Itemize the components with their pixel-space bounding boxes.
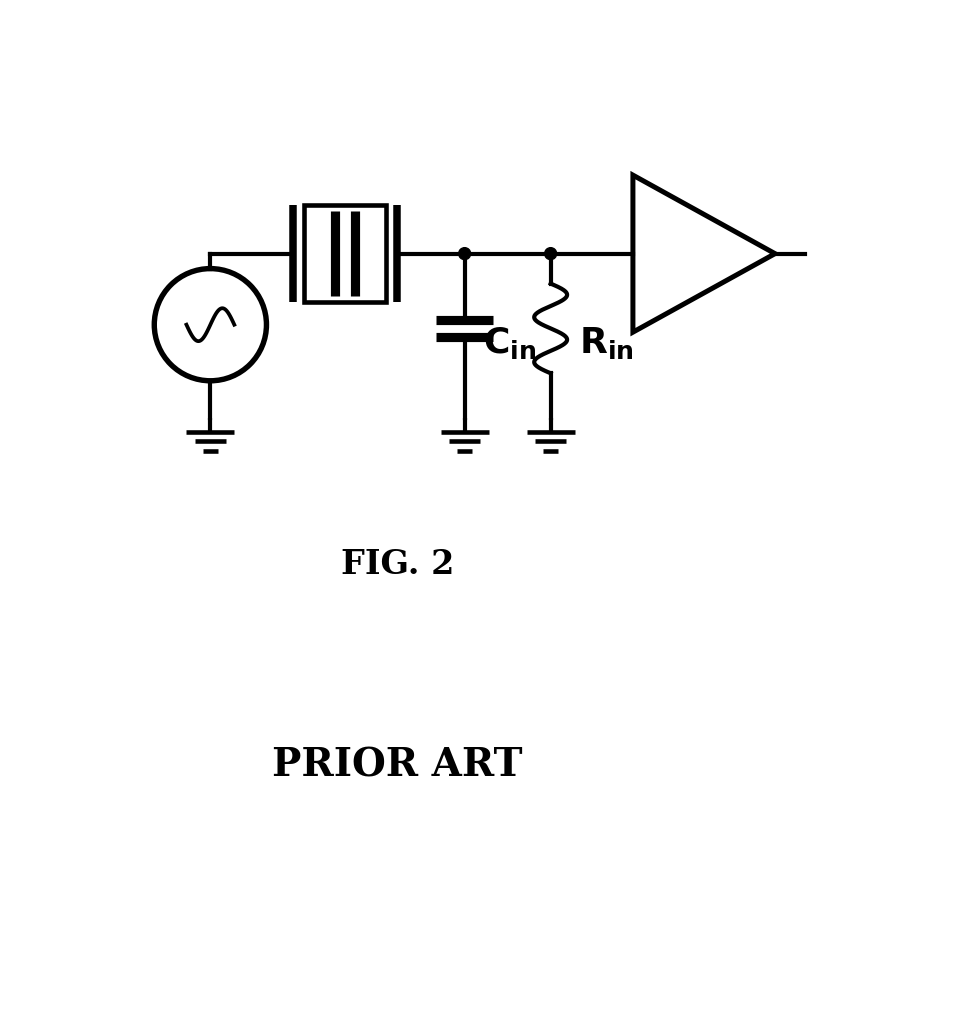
Circle shape: [458, 248, 471, 260]
Text: PRIOR ART: PRIOR ART: [272, 747, 523, 785]
Text: $\mathbf{R}_{\mathbf{in}}$: $\mathbf{R}_{\mathbf{in}}$: [579, 326, 634, 362]
Circle shape: [544, 248, 557, 260]
Bar: [304, 205, 386, 302]
Text: FIG. 2: FIG. 2: [341, 548, 454, 581]
Text: $\mathbf{C}_{\mathbf{in}}$: $\mathbf{C}_{\mathbf{in}}$: [483, 326, 537, 362]
